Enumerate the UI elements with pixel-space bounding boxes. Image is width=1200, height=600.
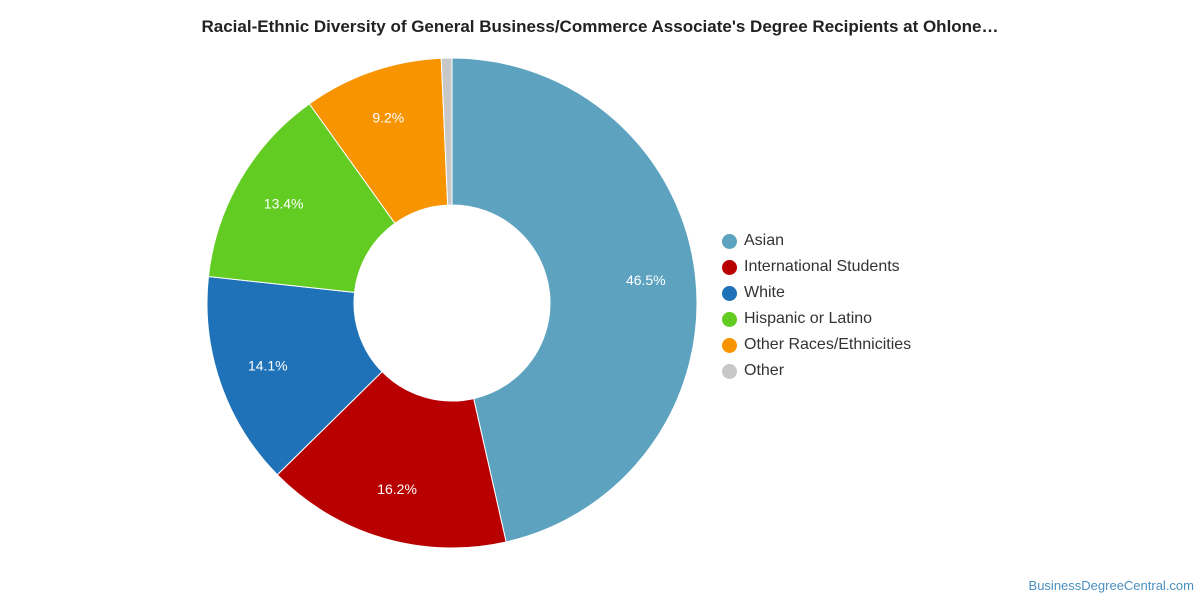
legend-swatch-icon	[722, 259, 737, 275]
donut-slice-3	[207, 103, 396, 293]
legend-swatch-icon	[722, 311, 737, 327]
slice-label-1: 16.2%	[377, 481, 417, 497]
legend-item-3: Hispanic or Latino	[722, 306, 911, 332]
legend-swatch-icon	[722, 337, 737, 353]
donut-slice-labels: 46.5% 16.2% 14.1% 13.4% 9.2%	[248, 109, 666, 496]
legend-label: International Students	[744, 258, 900, 275]
donut-slice-1	[276, 370, 507, 549]
legend-swatch-icon	[722, 285, 737, 301]
chart-legend: Asian International Students White Hispanic…	[722, 228, 911, 384]
legend-item-5: Other	[722, 358, 911, 384]
slice-label-3: 13.4%	[264, 195, 304, 211]
slice-label-4: 9.2%	[372, 109, 404, 125]
donut-slice-0	[451, 57, 698, 543]
slice-label-0: 46.5%	[626, 272, 666, 288]
donut-slice-2	[206, 275, 383, 476]
slice-label-2: 14.1%	[248, 358, 288, 374]
legend-label: Asian	[744, 232, 785, 249]
watermark: BusinessDegreeCentral.com	[1028, 578, 1194, 593]
legend-item-0: Asian	[722, 228, 911, 254]
donut-slice-5	[440, 57, 453, 206]
donut-slices	[206, 57, 698, 549]
chart-title: Racial-Ethnic Diversity of General Busin…	[201, 17, 999, 36]
legend-item-2: White	[722, 280, 911, 306]
legend-label: Other Races/Ethnicities	[744, 336, 912, 353]
legend-label: White	[744, 284, 785, 301]
legend-item-4: Other Races/Ethnicities	[722, 332, 911, 358]
legend-item-1: International Students	[722, 254, 911, 280]
legend-swatch-icon	[722, 363, 737, 379]
legend-label: Hispanic or Latino	[744, 310, 873, 327]
legend-label: Other	[744, 362, 785, 379]
legend-swatch-icon	[722, 233, 737, 249]
